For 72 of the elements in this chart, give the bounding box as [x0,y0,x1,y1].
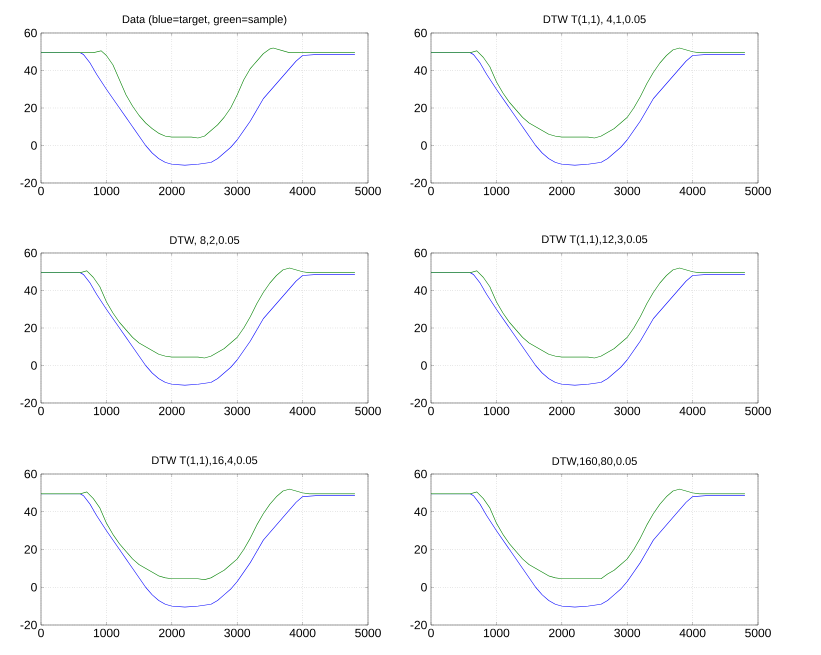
chart-title: Data (blue=target, green=sample) [122,15,286,26]
x-tick-label: 5000 [745,628,771,638]
y-tick-label: 20 [24,324,37,332]
y-tick-label: 40 [414,508,427,516]
x-tick-label: 3000 [614,406,640,416]
x-tick-label: 3000 [614,628,640,638]
x-tick-label: 5000 [745,186,771,196]
x-tick-label: 5000 [355,628,381,638]
x-tick-label: 1000 [94,186,120,196]
x-tick-label: 1000 [484,186,510,196]
y-tick-label: 20 [414,545,427,554]
x-tick-label: 1000 [94,628,120,638]
y-tick-label: 40 [24,508,37,516]
x-tick-label: 0 [428,186,434,196]
x-tick-label: 2000 [159,186,185,196]
chart-title: DTW T(1,1),12,3,0.05 [542,235,648,246]
x-tick-label: 5000 [745,406,771,416]
y-tick-label: 0 [421,583,427,592]
x-tick-label: 2000 [549,628,575,638]
y-tick-label: 40 [24,66,37,75]
x-tick-label: 1000 [484,406,510,416]
x-tick-label: 0 [428,628,434,638]
y-tick-label: 20 [414,104,427,112]
chart-title: DTW,160,80,0.05 [552,457,637,466]
y-tick-label: 0 [421,361,427,370]
y-tick-label: 40 [414,66,427,75]
y-tick-label: -20 [410,178,427,188]
x-tick-label: 0 [38,628,44,638]
x-tick-label: 2000 [159,628,185,638]
x-tick-label: 2000 [159,406,185,416]
y-tick-label: 40 [24,286,37,295]
x-tick-label: 0 [38,406,44,416]
y-tick-label: 60 [24,28,37,38]
y-tick-label: 0 [31,361,37,370]
x-tick-label: 5000 [355,186,381,196]
y-tick-label: 0 [421,141,427,150]
y-tick-label: 60 [414,28,427,38]
y-tick-label: 60 [24,248,37,258]
y-tick-label: -20 [410,620,427,630]
y-tick-label: 20 [24,104,37,112]
x-tick-label: 4000 [290,628,316,638]
x-tick-label: 3000 [614,186,640,196]
y-tick-label: 40 [414,286,427,295]
y-tick-label: 60 [414,470,427,478]
x-tick-label: 0 [38,186,44,196]
x-tick-label: 3000 [224,406,250,416]
x-tick-label: 2000 [549,406,575,416]
y-tick-label: -20 [20,398,37,408]
y-tick-label: 0 [31,141,37,150]
chart-title: DTW T(1,1), 4,1,0.05 [544,15,646,26]
x-tick-label: 5000 [355,406,381,416]
y-tick-label: -20 [20,178,37,188]
x-tick-label: 3000 [224,628,250,638]
y-tick-label: 20 [414,324,427,332]
x-tick-label: 0 [428,406,434,416]
y-tick-label: -20 [410,398,427,408]
x-tick-label: 1000 [94,406,120,416]
y-tick-label: 20 [24,545,37,554]
x-tick-label: 4000 [680,406,706,416]
y-tick-label: 60 [24,470,37,478]
chart-title: DTW, 8,2,0.05 [170,236,240,246]
x-tick-label: 2000 [549,186,575,196]
chart-title: DTW T(1,1),16,4,0.05 [152,456,258,466]
x-tick-label: 4000 [290,406,316,416]
x-tick-label: 3000 [224,186,250,196]
x-tick-label: 1000 [484,628,510,638]
y-tick-label: 0 [31,583,37,592]
x-tick-label: 4000 [680,186,706,196]
x-tick-label: 4000 [680,628,706,638]
y-tick-label: -20 [20,620,37,630]
y-tick-label: 60 [414,248,427,258]
x-tick-label: 4000 [290,186,316,196]
